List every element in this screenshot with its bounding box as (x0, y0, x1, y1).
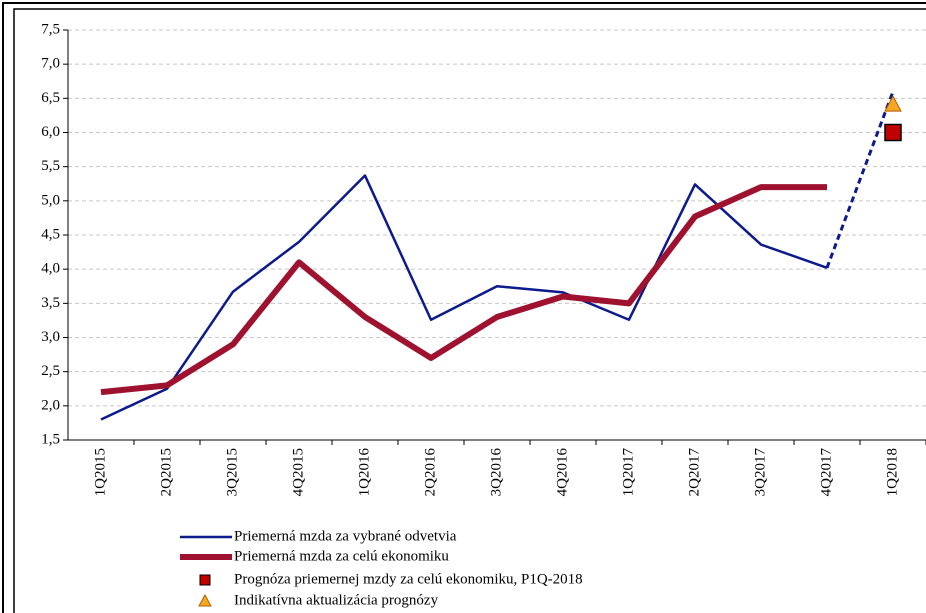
y-tick-label: 4,5 (41, 226, 60, 242)
x-tick-label: 4Q2016 (554, 448, 570, 497)
legend-swatch (198, 593, 212, 607)
x-tick-label: 3Q2017 (752, 448, 768, 497)
legend-label: Priemerná mzda za celú ekonomiku (234, 548, 449, 564)
x-tick-label: 4Q2015 (290, 448, 306, 496)
y-tick-label: 6,0 (41, 124, 60, 140)
forecast-marker (884, 123, 902, 142)
x-tick-label: 1Q2018 (884, 448, 900, 496)
legend-label: Prognóza priemernej mzdy za celú ekonomi… (234, 571, 583, 587)
x-tick-label: 1Q2015 (92, 448, 108, 496)
series-line (825, 90, 895, 269)
x-tick-label: 2Q2015 (158, 448, 174, 496)
y-tick-label: 7,0 (41, 56, 60, 72)
series-line (100, 174, 828, 421)
y-tick-label: 3,0 (41, 329, 60, 345)
y-tick-label: 5,0 (41, 192, 60, 208)
y-tick-label: 1,5 (41, 431, 60, 447)
x-tick-label: 1Q2016 (356, 448, 372, 497)
legend-label: Priemerná mzda za vybrané odvetvia (234, 528, 457, 544)
y-tick-label: 6,5 (41, 90, 60, 106)
y-tick-label: 2,5 (41, 363, 60, 379)
x-tick-label: 2Q2017 (686, 448, 702, 497)
x-tick-label: 3Q2016 (488, 448, 504, 497)
legend-label: Indikatívna aktualizácia prognózy (234, 592, 439, 608)
y-tick-label: 4,0 (41, 261, 60, 277)
chart-border (13, 8, 926, 613)
legend-swatch (199, 574, 211, 586)
x-tick-label: 4Q2017 (818, 448, 834, 497)
series-line (100, 184, 827, 396)
y-tick-label: 3,5 (41, 295, 60, 311)
y-tick-label: 5,5 (41, 158, 60, 174)
x-tick-label: 3Q2015 (224, 448, 240, 496)
x-tick-label: 2Q2016 (422, 448, 438, 497)
y-tick-label: 7,5 (41, 21, 60, 37)
update-marker (884, 95, 902, 112)
x-tick-label: 1Q2017 (620, 448, 636, 497)
y-tick-label: 2,0 (41, 397, 60, 413)
